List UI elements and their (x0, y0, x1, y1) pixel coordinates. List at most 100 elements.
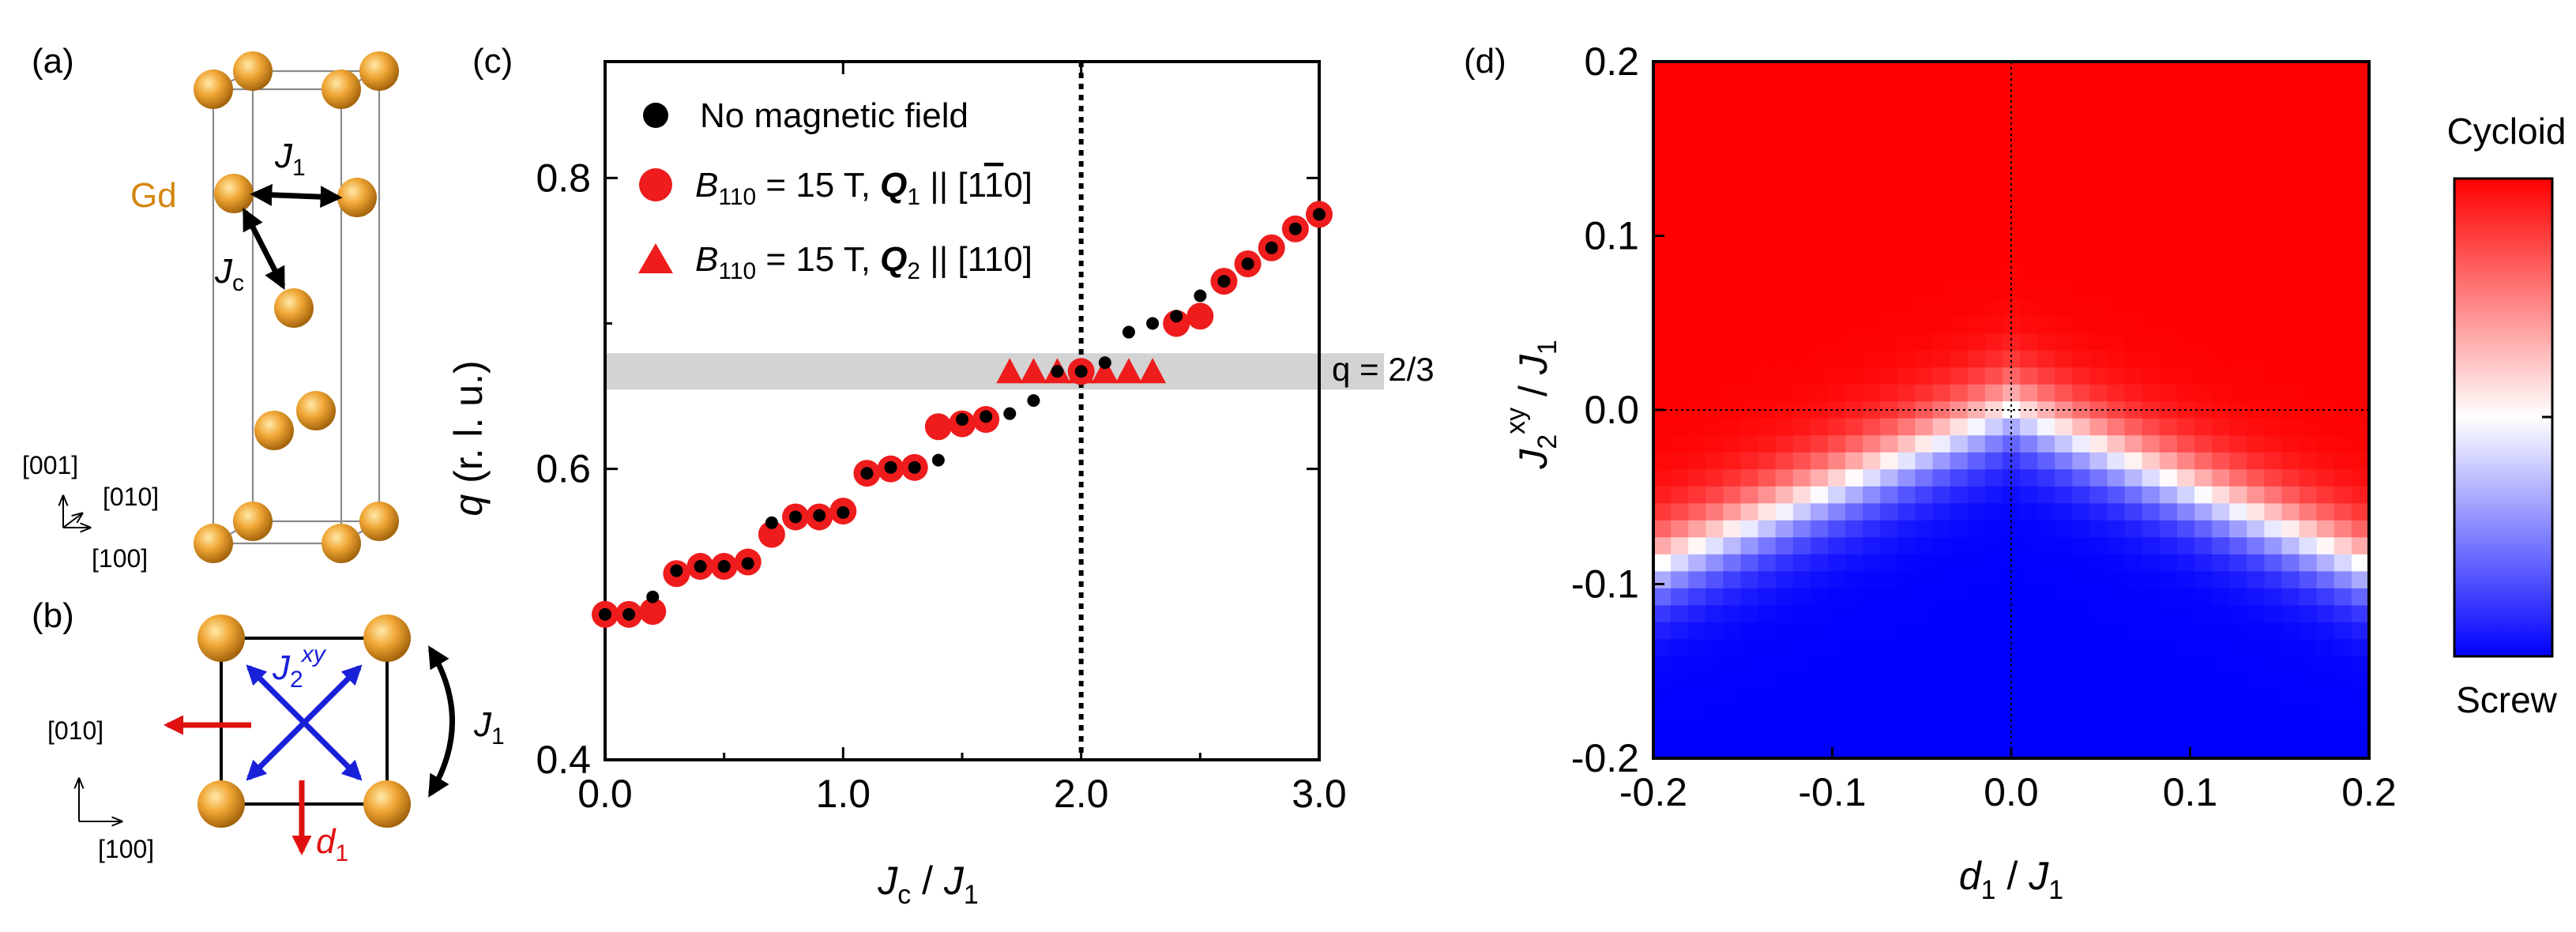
heatmap-cell (1915, 435, 1934, 453)
heatmap-cell (1688, 723, 1707, 742)
heatmap-cell (1967, 707, 1986, 725)
heatmap-cell (1967, 112, 1986, 130)
heatmap-cell (2089, 197, 2108, 216)
heatmap-cell (2124, 469, 2143, 487)
heatmap-cell (2176, 656, 2195, 675)
heatmap-cell (2229, 486, 2248, 505)
heatmap-cell (2316, 180, 2335, 198)
heatmap-cell (1723, 452, 1742, 471)
heatmap-cell (2020, 690, 2038, 708)
point-black (980, 410, 993, 423)
heatmap-cell (2002, 265, 2021, 284)
heatmap-cell (1880, 401, 1899, 419)
heatmap-cell (2176, 146, 2195, 164)
heatmap-cell (2089, 299, 2108, 318)
heatmap-cell (2055, 435, 2074, 453)
heatmap-cell (2194, 265, 2213, 284)
heatmap-cell (1671, 231, 1689, 250)
heatmap-cell (1705, 248, 1724, 266)
heatmap-cell (1688, 503, 1707, 521)
heatmap-cell (1671, 78, 1689, 96)
heatmap-cell (2089, 163, 2108, 182)
heatmap-cell (1740, 520, 1759, 539)
heatmap-cell (1897, 146, 1916, 164)
y-tick-label-d: 0.2 (1584, 39, 1639, 84)
heatmap-cell (1723, 316, 1742, 334)
heatmap-cell (2351, 130, 2370, 148)
heatmap-cell (2351, 231, 2370, 250)
heatmap-cell (1984, 605, 2003, 623)
heatmap-cell (1810, 622, 1829, 641)
heatmap-cell (2212, 537, 2231, 555)
gd-atom (296, 391, 336, 430)
heatmap-cell (2159, 163, 2178, 182)
heatmap-cell (1880, 130, 1899, 148)
heatmap-cell (1653, 316, 1672, 334)
heatmap-cell (1740, 78, 1759, 96)
heatmap-cell (1723, 554, 1742, 573)
heatmap-cell (1671, 163, 1689, 182)
heatmap-cell (1653, 197, 1672, 216)
point-red-circle (758, 520, 785, 548)
heatmap-cell (2107, 435, 2126, 453)
heatmap-cell (1758, 299, 1777, 318)
heatmap-cell (2089, 231, 2108, 250)
heatmap-cell (1950, 486, 1969, 505)
heatmap-cell (2089, 520, 2108, 539)
heatmap-cell (2316, 418, 2335, 437)
heatmap-cell (2212, 214, 2231, 232)
heatmap-cell (1967, 690, 1986, 708)
heatmap-cell (2055, 180, 2074, 198)
heatmap-cell (2281, 146, 2300, 164)
point-black (860, 467, 874, 480)
heatmap-cell (1688, 78, 1707, 96)
heatmap-cell (2124, 622, 2143, 641)
heatmap-cell (2124, 435, 2143, 453)
heatmap-cell (2316, 130, 2335, 148)
heatmap-cell (1915, 605, 1934, 623)
heatmap-cell (1863, 418, 1882, 437)
heatmap-cell (1845, 316, 1863, 334)
heatmap-cell (2159, 197, 2178, 216)
heatmap-cell (1915, 520, 1934, 539)
heatmap-cell (2176, 367, 2195, 385)
heatmap-cell (2351, 62, 2370, 80)
heatmap-cell (1705, 571, 1724, 589)
heatmap-cell (1810, 316, 1829, 334)
heatmap-cell (2037, 520, 2056, 539)
heatmap-cell (2107, 554, 2126, 573)
heatmap-cell (1897, 180, 1916, 198)
heatmap-cell (1915, 350, 1934, 369)
heatmap-cell (1810, 384, 1829, 403)
j2-diagonal-arrow (246, 664, 363, 781)
heatmap-cell (1984, 214, 2003, 232)
gd-atom (214, 174, 254, 213)
heatmap-cell (2124, 231, 2143, 250)
heatmap-cell (2212, 163, 2231, 182)
heatmap-cell (2194, 537, 2213, 555)
heatmap-cell (2247, 741, 2266, 759)
heatmap-cell (2055, 248, 2074, 266)
heatmap-cell (2316, 265, 2335, 284)
heatmap-cell (1775, 537, 1794, 555)
heatmap-cell (2264, 180, 2283, 198)
heatmap-cell (2229, 367, 2248, 385)
heatmap-cell (1915, 197, 1934, 216)
heatmap-cell (2247, 435, 2266, 453)
heatmap-cell (2159, 418, 2178, 437)
gd-atom (363, 780, 411, 828)
heatmap-cell (2072, 180, 2091, 198)
heatmap-cell (1723, 418, 1742, 437)
heatmap-cell (2333, 401, 2352, 419)
heatmap-cell (2333, 520, 2352, 539)
heatmap-cell (1758, 622, 1777, 641)
point-black (884, 460, 897, 474)
heatmap-cell (1845, 452, 1863, 471)
heatmap-cell (2020, 146, 2038, 164)
heatmap-cell (2264, 503, 2283, 521)
heatmap-cell (2037, 452, 2056, 471)
heatmap-cell (2333, 146, 2352, 164)
heatmap-cell (1932, 418, 1951, 437)
heatmap-cell (2281, 96, 2300, 114)
heatmap-cell (1758, 418, 1777, 437)
